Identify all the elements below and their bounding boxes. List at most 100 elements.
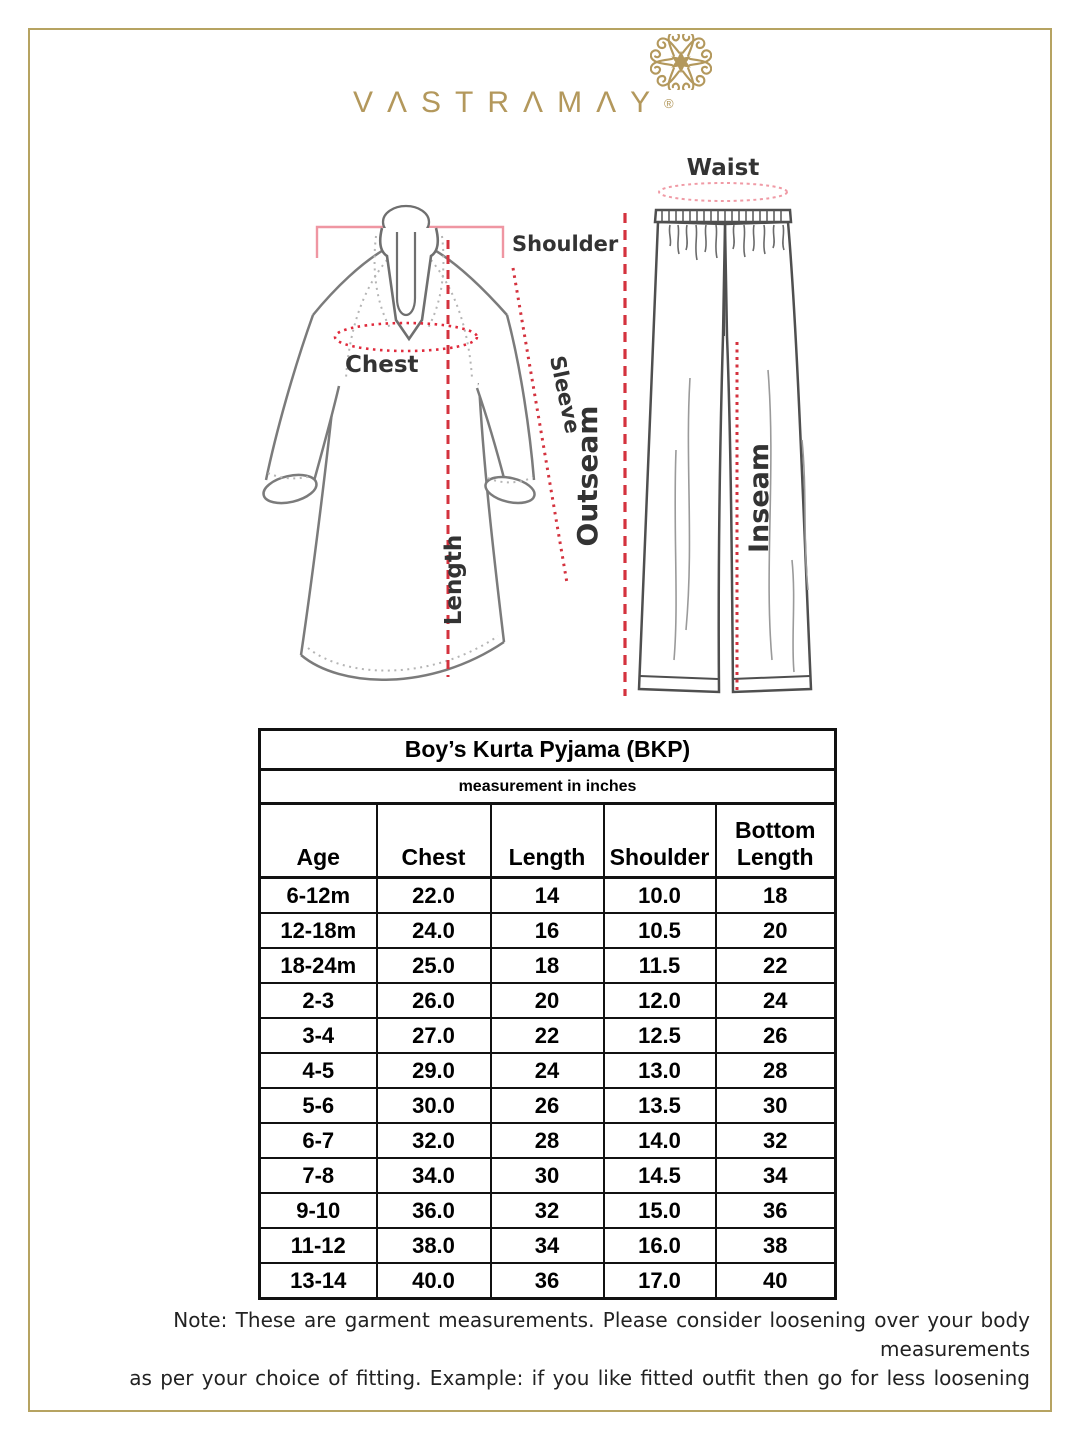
col-header-bottom-length: Bottom Length	[714, 802, 837, 879]
table-cell: 20	[489, 982, 605, 1019]
col-header-shoulder: Shoulder	[602, 802, 717, 879]
table-cell: 6-7	[258, 1122, 378, 1159]
table-cell: 9-10	[258, 1192, 378, 1229]
table-cell: 34	[489, 1227, 605, 1264]
note-line-1: Note: These are garment measurements. Pl…	[173, 1308, 1030, 1361]
table-cell: 14.0	[602, 1122, 717, 1159]
table-cell: 17.0	[602, 1262, 717, 1300]
table-row: 9-10 36.0 32 15.0 36	[258, 1192, 837, 1229]
table-row: 4-5 29.0 24 13.0 28	[258, 1052, 837, 1089]
table-cell: 7-8	[258, 1157, 378, 1194]
table-cell: 12.5	[602, 1017, 717, 1054]
table-cell: 14	[489, 876, 605, 914]
table-row: 3-4 27.0 22 12.5 26	[258, 1017, 837, 1054]
note-text: Note: These are garment measurements. Pl…	[53, 1306, 1030, 1393]
table-cell: 25.0	[375, 947, 492, 984]
kurta-diagram: Shoulder Chest Sleeve Length	[262, 204, 619, 681]
table-cell: 32	[489, 1192, 605, 1229]
sleeve-measure-line	[511, 267, 569, 584]
registered-mark: ®	[664, 96, 674, 111]
table-cell: 18	[714, 876, 837, 914]
table-subtitle: measurement in inches	[258, 768, 837, 805]
table-cell: 3-4	[258, 1017, 378, 1054]
waist-label: Waist	[687, 155, 760, 181]
table-cell: 22	[489, 1017, 605, 1054]
outseam-label: Outseam	[571, 406, 604, 547]
table-cell: 30	[489, 1157, 605, 1194]
table-cell: 16.0	[602, 1227, 717, 1264]
kurta-outline	[262, 246, 536, 681]
table-cell: 13.5	[602, 1087, 717, 1124]
table-cell: 11-12	[258, 1227, 378, 1264]
ornament-petals	[650, 34, 712, 90]
table-body: 6-12m 22.0 14 10.0 18 12-18m 24.0 16 10.5 20 18-24…	[258, 876, 837, 1300]
table-cell: 4-5	[258, 1052, 378, 1089]
table-cell: 24	[489, 1052, 605, 1089]
table-cell: 27.0	[375, 1017, 492, 1054]
shoulder-label: Shoulder	[512, 232, 619, 256]
measurement-diagram: Shoulder Chest Sleeve Length	[262, 155, 813, 696]
table-cell: 32.0	[375, 1122, 492, 1159]
pyjama-diagram: Waist Outseam Inseam	[571, 155, 813, 696]
table-cell: 12-18m	[258, 912, 378, 949]
table-cell: 12.0	[602, 982, 717, 1019]
table-cell: 24	[714, 982, 837, 1019]
table-cell: 10.5	[602, 912, 717, 949]
table-cell: 38.0	[375, 1227, 492, 1264]
table-cell: 24.0	[375, 912, 492, 949]
table-cell: 30	[714, 1087, 837, 1124]
length-label: Length	[441, 535, 467, 625]
table-row: 6-7 32.0 28 14.0 32	[258, 1122, 837, 1159]
table-cell: 36.0	[375, 1192, 492, 1229]
size-chart-table: Boy’s Kurta Pyjama (BKP) measurement in …	[258, 728, 837, 1300]
table-cell: 5-6	[258, 1087, 378, 1124]
chest-label: Chest	[345, 352, 419, 378]
table-row: 7-8 34.0 30 14.5 34	[258, 1157, 837, 1194]
table-cell: 22	[714, 947, 837, 984]
table-row: 6-12m 22.0 14 10.0 18	[258, 876, 837, 914]
table-title-row: Boy’s Kurta Pyjama (BKP)	[258, 728, 837, 771]
table-row: 12-18m 24.0 16 10.5 20	[258, 912, 837, 949]
table-subtitle-row: measurement in inches	[258, 768, 837, 805]
table-cell: 26.0	[375, 982, 492, 1019]
brand-logo: VΛSTRΛMΛY	[353, 86, 665, 119]
table-cell: 18-24m	[258, 947, 378, 984]
table-cell: 40.0	[375, 1262, 492, 1300]
table-cell: 28	[489, 1122, 605, 1159]
table-row: 2-3 26.0 20 12.0 24	[258, 982, 837, 1019]
waist-measure-ellipse	[658, 182, 788, 202]
table-cell: 36	[714, 1192, 837, 1229]
table-cell: 13-14	[258, 1262, 378, 1300]
table-cell: 10.0	[602, 876, 717, 914]
table-cell: 29.0	[375, 1052, 492, 1089]
table-cell: 38	[714, 1227, 837, 1264]
elastic-gathers	[668, 224, 785, 261]
table-row: 18-24m 25.0 18 11.5 22	[258, 947, 837, 984]
table-cell: 6-12m	[258, 876, 378, 914]
table-cell: 20	[714, 912, 837, 949]
inseam-label: Inseam	[744, 443, 775, 553]
table-cell: 36	[489, 1262, 605, 1300]
table-cell: 34	[714, 1157, 837, 1194]
brand-ornament-icon	[650, 34, 712, 90]
table-cell: 16	[489, 912, 605, 949]
kurta-collar	[378, 204, 440, 342]
col-header-length: Length	[489, 802, 605, 879]
table-header-row: Age Chest Length Shoulder Bottom Length	[258, 802, 837, 879]
table-cell: 22.0	[375, 876, 492, 914]
note-line-2: as per your choice of fitting. Example: …	[129, 1366, 1030, 1390]
table-title: Boy’s Kurta Pyjama (BKP)	[258, 728, 837, 771]
table-cell: 32	[714, 1122, 837, 1159]
col-header-age: Age	[258, 802, 378, 879]
table-cell: 11.5	[602, 947, 717, 984]
table-cell: 26	[714, 1017, 837, 1054]
table-cell: 18	[489, 947, 605, 984]
table-cell: 40	[714, 1262, 837, 1300]
kurta-seam-stitches	[267, 235, 534, 672]
ornament-center-star	[671, 50, 691, 74]
pyjama-waistband	[653, 208, 793, 261]
chest-measure-ellipse	[333, 321, 479, 353]
table-row: 5-6 30.0 26 13.5 30	[258, 1087, 837, 1124]
table-cell: 2-3	[258, 982, 378, 1019]
